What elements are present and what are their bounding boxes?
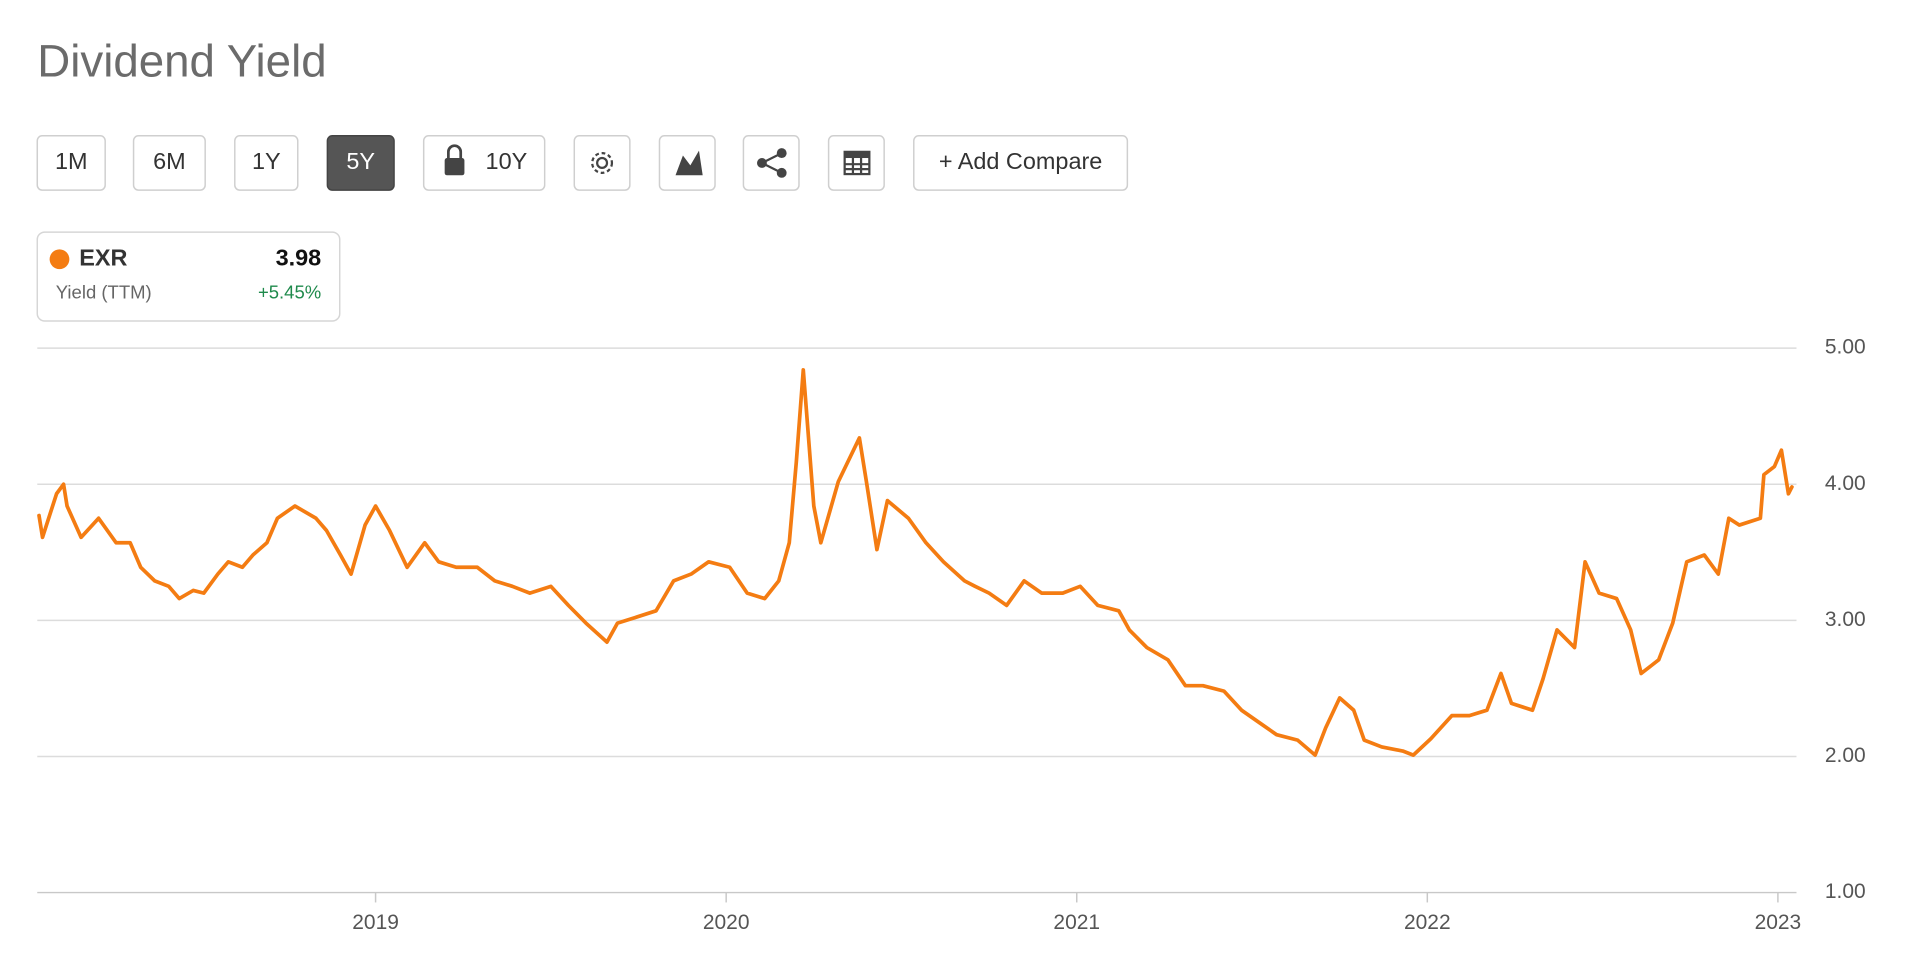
range-button-bg	[234, 135, 299, 191]
range-button-label: 6M	[153, 148, 186, 174]
legend-swatch	[49, 249, 70, 270]
x-tick-label: 2019	[352, 911, 399, 934]
range-button[interactable]: 1Y	[234, 135, 299, 191]
page-title: Dividend Yield	[37, 35, 326, 86]
y-tick-label: 3.00	[1825, 608, 1866, 631]
range-button-bg	[422, 135, 546, 191]
lock-icon	[444, 158, 465, 176]
range-button-bg	[132, 135, 206, 191]
legend-label: Yield (TTM)	[56, 282, 152, 303]
y-tick-label: 4.00	[1825, 472, 1866, 495]
range-button-label: 1Y	[252, 148, 281, 174]
legend-value: 3.98	[276, 244, 322, 270]
legend-symbol: EXR	[79, 244, 127, 270]
range-button-label: 10Y	[486, 148, 528, 174]
x-tick-label: 2021	[1053, 911, 1100, 934]
table-button[interactable]	[827, 135, 885, 191]
range-button[interactable]: 1M	[36, 135, 106, 191]
share-button[interactable]	[742, 135, 800, 191]
legend-change: +5.45%	[258, 282, 321, 303]
range-button-bg	[326, 135, 395, 191]
legend-card: EXR 3.98 Yield (TTM) +5.45%	[36, 231, 341, 322]
y-tick-label: 2.00	[1825, 744, 1866, 767]
toolbar: + Add Compare 1M 6M 1Y 5Y 10Y	[36, 135, 1129, 191]
data-line	[37, 368, 1794, 757]
settings-button[interactable]	[573, 135, 631, 191]
chart-type-button[interactable]	[658, 135, 716, 191]
range-button-label: 5Y	[346, 148, 375, 174]
plot-area: 1.00 2.00 3.00 4.00 5.00 2019 2020 2021 2022 2023	[37, 336, 1866, 934]
range-button-bg	[36, 135, 106, 191]
y-tick-label: 5.00	[1825, 336, 1866, 359]
y-tick-label: 1.00	[1825, 880, 1866, 903]
range-button[interactable]: 5Y	[326, 135, 395, 191]
range-button[interactable]: 10Y	[422, 135, 546, 191]
add-compare-button[interactable]: + Add Compare	[913, 135, 1129, 191]
add-compare-label: + Add Compare	[939, 148, 1103, 174]
x-tick-label: 2020	[703, 911, 750, 934]
x-tick-label: 2023	[1755, 911, 1802, 934]
x-tick-label: 2022	[1404, 911, 1451, 934]
range-button[interactable]: 6M	[132, 135, 206, 191]
range-button-label: 1M	[55, 148, 88, 174]
lock-shackle	[447, 144, 463, 159]
